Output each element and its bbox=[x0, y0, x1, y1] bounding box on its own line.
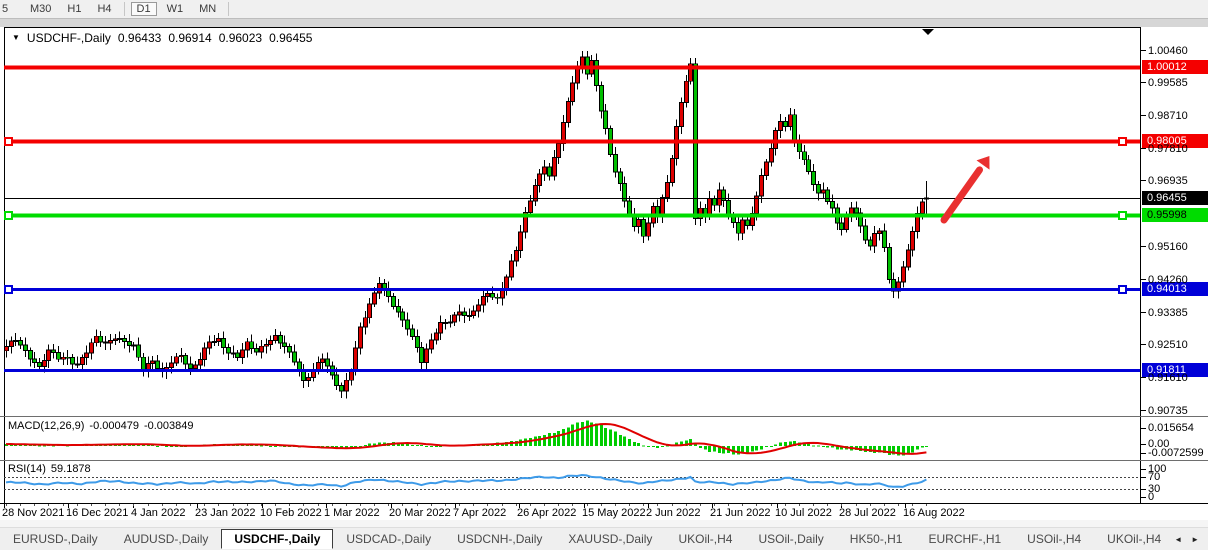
chart-symbol-label: USDCHF-,Daily bbox=[26, 31, 111, 45]
chart-header: ▼ USDCHF-,Daily 0.96433 0.96914 0.96023 … bbox=[12, 31, 312, 45]
timeframe-m30[interactable]: M30 bbox=[30, 3, 52, 15]
date-label: 1 Mar 2022 bbox=[324, 507, 380, 519]
rsi-tick-70: 70 bbox=[1148, 471, 1161, 483]
date-label: 16 Aug 2022 bbox=[903, 507, 965, 519]
date-label: 4 Jan 2022 bbox=[131, 507, 186, 519]
quote-close: 0.96455 bbox=[269, 31, 313, 45]
date-label: 28 Nov 2021 bbox=[2, 507, 65, 519]
date-label: 10 Feb 2022 bbox=[260, 507, 322, 519]
tab-usoil-daily[interactable]: USOil-,Daily bbox=[758, 532, 824, 546]
macd-value: -0.000479 bbox=[89, 420, 139, 432]
quote-open: 0.96433 bbox=[117, 31, 162, 45]
tab-scroll-group: ◄ ► bbox=[1174, 535, 1199, 544]
macd-indicator-label: MACD(12,26,9) -0.000479 -0.003849 bbox=[8, 420, 194, 432]
timeframe-h4[interactable]: H4 bbox=[97, 3, 112, 15]
hline-handle[interactable] bbox=[1118, 211, 1127, 220]
toolbar-separator bbox=[123, 2, 125, 16]
date-label: 28 Jul 2022 bbox=[839, 507, 896, 519]
date-label: 7 Apr 2022 bbox=[453, 507, 507, 519]
tab-audusd-daily[interactable]: AUDUSD-,Daily bbox=[123, 532, 209, 546]
quote-low: 0.96023 bbox=[218, 31, 263, 45]
macd-tick--0.0072599: -0.0072599 bbox=[1148, 447, 1204, 459]
tab-eurusd-daily[interactable]: EURUSD-,Daily bbox=[13, 532, 98, 546]
price-tick-0.91610: 0.91610 bbox=[1148, 371, 1188, 384]
candles bbox=[4, 50, 929, 399]
timeframe-h1[interactable]: H1 bbox=[67, 3, 82, 15]
timeframe-w1[interactable]: W1 bbox=[166, 3, 184, 15]
tab-usdcnh-daily[interactable]: USDCNH-,Daily bbox=[457, 532, 543, 546]
price-badge-0.91811: 0.91811 bbox=[1142, 363, 1208, 377]
date-label: 20 Mar 2022 bbox=[389, 507, 451, 519]
price-tick-0.90735: 0.90735 bbox=[1148, 404, 1188, 417]
price-tick-1.00460: 1.00460 bbox=[1148, 44, 1188, 57]
hline-handle[interactable] bbox=[1118, 285, 1127, 294]
macd-name: MACD(12,26,9) bbox=[8, 420, 85, 432]
price-tick-0.94260: 0.94260 bbox=[1148, 273, 1188, 286]
trend-arrow[interactable] bbox=[940, 156, 990, 224]
price-tick-0.95160: 0.95160 bbox=[1148, 240, 1188, 253]
macd-signal-line bbox=[5, 422, 927, 455]
hline-handle[interactable] bbox=[4, 211, 13, 220]
price-badge-1.00012: 1.00012 bbox=[1142, 60, 1208, 74]
tab-hk50-h1[interactable]: HK50-,H1 bbox=[849, 532, 903, 546]
price-tick-0.96935: 0.96935 bbox=[1148, 174, 1188, 187]
rsi-value: 59.1878 bbox=[50, 463, 91, 475]
chart-dropdown-icon[interactable]: ▼ bbox=[12, 33, 20, 42]
hline-handle[interactable] bbox=[4, 137, 13, 146]
tab-usdcad-daily[interactable]: USDCAD-,Daily bbox=[346, 532, 432, 546]
rsi-tick-0: 0 bbox=[1148, 491, 1155, 503]
hline-handle[interactable] bbox=[1118, 137, 1127, 146]
tab-ukoil-h4[interactable]: UKOil-,H4 bbox=[1107, 532, 1162, 546]
price-tick-0.92510: 0.92510 bbox=[1148, 338, 1188, 351]
rsi-indicator-label: RSI(14) 59.1878 bbox=[8, 463, 91, 475]
macd-tick-0.015654: 0.015654 bbox=[1148, 422, 1194, 434]
tab-scroll-right-icon[interactable]: ► bbox=[1191, 534, 1200, 544]
tab-usoil-h4[interactable]: USOil-,H4 bbox=[1027, 532, 1082, 546]
rsi-tick-100: 100 bbox=[1148, 463, 1167, 475]
rsi-line bbox=[5, 473, 927, 488]
hline-0.95998[interactable] bbox=[4, 211, 1140, 220]
hline-0.94013[interactable] bbox=[4, 285, 1140, 294]
price-badge-0.94013: 0.94013 bbox=[1142, 282, 1208, 296]
date-label: 21 Jun 2022 bbox=[710, 507, 771, 519]
hline-0.98005[interactable] bbox=[4, 137, 1140, 146]
timeframe-5[interactable]: 5 bbox=[2, 3, 9, 15]
statusbar-strip bbox=[0, 520, 1208, 528]
tab-eurchf-h1[interactable]: EURCHF-,H1 bbox=[928, 532, 1002, 546]
date-label: 23 Jan 2022 bbox=[195, 507, 256, 519]
price-tick-0.98710: 0.98710 bbox=[1148, 109, 1188, 122]
tab-scroll-left-icon[interactable]: ◄ bbox=[1174, 534, 1183, 544]
date-label: 26 Apr 2022 bbox=[517, 507, 577, 519]
date-label: 2 Jun 2022 bbox=[646, 507, 701, 519]
tab-usdchf-daily[interactable]: USDCHF-,Daily bbox=[221, 529, 334, 549]
macd-signal-value: -0.003849 bbox=[143, 420, 194, 432]
tab-ukoil-h4[interactable]: UKOil-,H4 bbox=[678, 532, 733, 546]
rsi-name: RSI(14) bbox=[8, 463, 46, 475]
price-badge-0.95998: 0.95998 bbox=[1142, 208, 1208, 222]
date-label: 16 Dec 2021 bbox=[66, 507, 129, 519]
last-bar-marker-icon bbox=[922, 29, 934, 35]
rsi-tick-30: 30 bbox=[1148, 483, 1161, 495]
timeframe-mn[interactable]: MN bbox=[199, 3, 217, 15]
date-label: 15 May 2022 bbox=[582, 507, 646, 519]
price-badge-0.96455: 0.96455 bbox=[1142, 191, 1208, 205]
timeframe-d1[interactable]: D1 bbox=[130, 2, 157, 16]
timeframe-toolbar: 5 M30 H1 H4 D1 W1 MN bbox=[0, 0, 1208, 19]
chart-tab-bar: EURUSD-,Daily AUDUSD-,Daily USDCHF-,Daily U… bbox=[0, 528, 1208, 550]
tab-xauusd-daily[interactable]: XAUUSD-,Daily bbox=[568, 532, 653, 546]
date-label: 10 Jul 2022 bbox=[775, 507, 832, 519]
quote-high: 0.96914 bbox=[168, 31, 212, 45]
macd-tick-0.00: 0.00 bbox=[1148, 438, 1170, 450]
pane-borders bbox=[0, 27, 1208, 508]
price-tick-0.99585: 0.99585 bbox=[1148, 76, 1188, 89]
toolbar-separator bbox=[228, 2, 230, 16]
price-badge-0.98005: 0.98005 bbox=[1142, 134, 1208, 148]
hline-handle[interactable] bbox=[4, 285, 13, 294]
price-tick-0.97810: 0.97810 bbox=[1148, 142, 1188, 155]
price-tick-0.93385: 0.93385 bbox=[1148, 306, 1188, 319]
